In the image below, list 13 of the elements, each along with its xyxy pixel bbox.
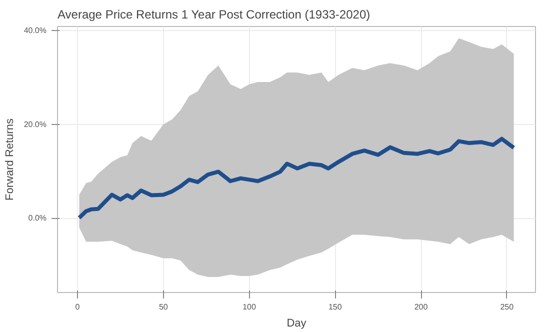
x-tick-label: 250 — [500, 302, 514, 312]
x-axis-title: Day — [286, 318, 307, 330]
line-series — [77, 136, 516, 220]
y-tick-label: 40.0% — [24, 26, 47, 35]
x-tick-label: 200 — [414, 302, 428, 312]
x-tick-label: 50 — [158, 302, 168, 312]
x-tick-label: 100 — [242, 302, 256, 312]
x-tick-label: 150 — [328, 302, 342, 312]
chart-title: Average Price Returns 1 Year Post Correction (1933-2020) — [58, 8, 370, 22]
y-axis-title: Forward Returns — [4, 118, 16, 200]
y-tick-label: 20.0% — [24, 120, 47, 129]
y-tick-label: 0.0% — [28, 214, 46, 223]
x-tick-label: 0 — [75, 302, 80, 312]
